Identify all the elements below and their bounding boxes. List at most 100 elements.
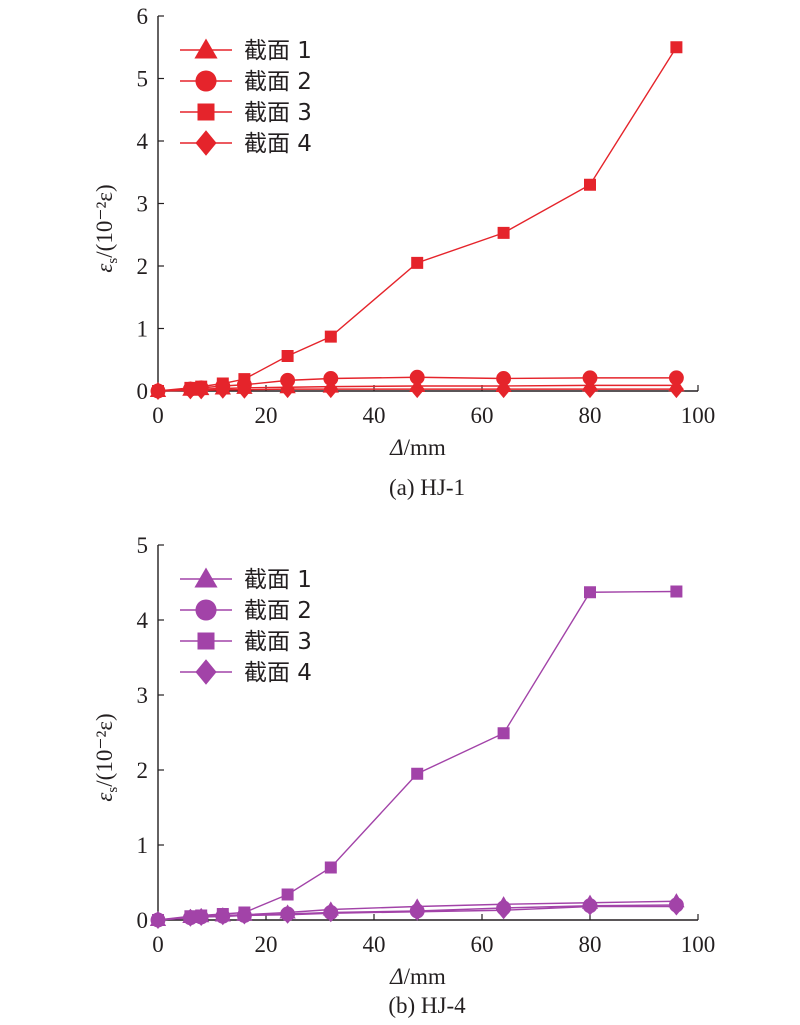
- y-axis-label: εs/(10⁻²ε): [92, 184, 121, 272]
- data-point: [280, 380, 296, 399]
- data-point: [496, 380, 512, 399]
- chart-caption: (b) HJ-4: [388, 993, 466, 1018]
- legend-marker: [197, 632, 215, 650]
- legend-marker: [195, 599, 217, 621]
- data-point: [236, 380, 252, 399]
- x-tick-label: 100: [681, 403, 716, 428]
- data-point: [323, 904, 339, 923]
- data-point: [150, 382, 166, 400]
- y-axis-label: εs/(10⁻²ε): [92, 713, 121, 801]
- data-point: [582, 370, 598, 386]
- series-line: [157, 46, 677, 392]
- y-tick-label: 4: [137, 608, 149, 633]
- x-tick-label: 40: [363, 403, 386, 428]
- x-tick-label: 20: [255, 403, 278, 428]
- y-axis-label-subscript: s: [105, 787, 121, 793]
- data-point: [409, 369, 425, 385]
- data-point: [193, 381, 209, 400]
- x-axis-label: Δ/mm: [389, 435, 446, 460]
- series-square: [152, 585, 683, 926]
- y-axis-label-symbol: ε: [92, 792, 117, 802]
- x-axis-label: Δ/mm: [389, 964, 446, 989]
- data-point: [236, 906, 252, 925]
- data-point: [670, 41, 683, 54]
- legend-entry: 截面 3: [180, 100, 312, 126]
- legend-label: 截面 4: [244, 660, 312, 686]
- series-diamond: [150, 380, 684, 400]
- data-point: [280, 905, 296, 924]
- legend-entry: 截面 4: [180, 130, 312, 157]
- data-point: [323, 380, 339, 399]
- y-axis-label-unit: /(10⁻²ε): [92, 713, 117, 786]
- y-axis-label-unit: /(10⁻²ε): [92, 184, 117, 257]
- y-tick-label: 2: [137, 254, 149, 279]
- x-axis-label-symbol: Δ: [389, 964, 404, 989]
- data-point: [324, 861, 337, 874]
- x-tick-label: 80: [579, 932, 602, 957]
- data-point: [411, 767, 424, 780]
- y-tick-label: 2: [137, 758, 149, 783]
- legend-entry: 截面 4: [180, 659, 312, 686]
- y-tick-label: 5: [137, 533, 149, 558]
- x-tick-label: 0: [152, 403, 164, 428]
- series-diamond: [150, 897, 684, 929]
- data-point: [281, 350, 294, 362]
- legend-label: 截面 2: [244, 598, 312, 624]
- legend-entry: 截面 2: [180, 69, 312, 95]
- legend-marker: [195, 659, 217, 685]
- data-point: [582, 897, 598, 916]
- y-tick-label: 0: [137, 379, 149, 404]
- data-point: [496, 901, 512, 920]
- y-axis-label-symbol: ε: [92, 263, 117, 273]
- x-tick-label: 0: [152, 932, 164, 957]
- y-tick-label: 4: [137, 129, 149, 154]
- series-square: [152, 41, 683, 397]
- x-tick-label: 40: [363, 932, 386, 957]
- legend-entry: 截面 2: [180, 598, 312, 624]
- x-axis-label-unit: /mm: [404, 435, 446, 460]
- data-point: [215, 380, 231, 399]
- data-point: [411, 256, 424, 269]
- data-point: [182, 381, 198, 400]
- y-tick-label: 1: [137, 833, 149, 858]
- data-point: [584, 178, 596, 191]
- data-point: [497, 226, 510, 239]
- legend-label: 截面 1: [244, 567, 312, 593]
- y-tick-label: 5: [137, 67, 149, 92]
- data-point: [409, 902, 425, 921]
- data-point: [323, 371, 339, 386]
- x-axis-label-symbol: Δ: [389, 435, 404, 460]
- x-tick-label: 20: [255, 932, 278, 957]
- series-line: [157, 590, 677, 921]
- y-tick-label: 3: [137, 192, 149, 217]
- x-tick-label: 60: [471, 403, 494, 428]
- data-point: [670, 585, 683, 598]
- legend-entry: 截面 1: [180, 567, 312, 593]
- legend-marker: [195, 130, 217, 156]
- data-point: [281, 888, 294, 901]
- legend-entry: 截面 3: [180, 629, 312, 655]
- data-point: [182, 908, 198, 927]
- y-tick-label: 0: [137, 908, 149, 933]
- legend-label: 截面 3: [244, 629, 312, 655]
- legend-label: 截面 4: [244, 131, 312, 157]
- data-point: [324, 330, 337, 343]
- x-tick-label: 80: [579, 403, 602, 428]
- x-axis-label-unit: /mm: [404, 964, 446, 989]
- data-point: [150, 911, 166, 929]
- data-point: [668, 897, 684, 916]
- data-point: [497, 727, 510, 740]
- chart-hj-4: (b) HJ-4 0 1 2 3 4 5 0 20 40 60 80 100 Δ/mm εs/(10⁻²ε…: [92, 533, 715, 1018]
- legend-entry: 截面 1: [180, 38, 312, 64]
- legend-label: 截面 1: [244, 38, 312, 64]
- data-point: [582, 380, 598, 399]
- data-point: [238, 373, 251, 386]
- legend-marker: [194, 38, 218, 59]
- data-point: [193, 908, 209, 926]
- data-point: [584, 586, 596, 599]
- chart-caption: (a) HJ-1: [389, 475, 465, 500]
- data-point: [496, 371, 512, 386]
- data-point: [668, 370, 684, 386]
